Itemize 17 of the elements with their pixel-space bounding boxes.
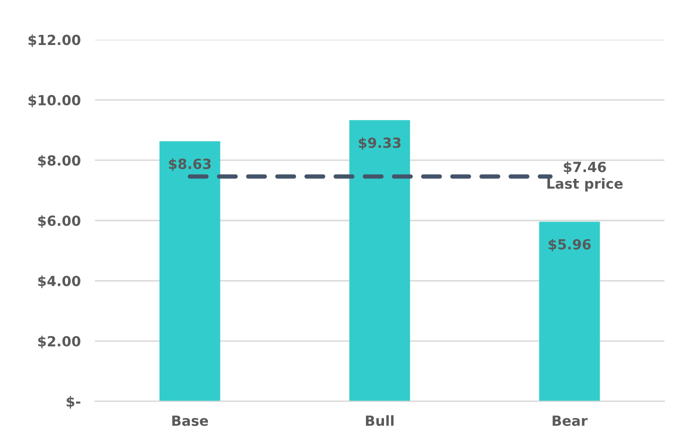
y-tick-label: $6.00 [38, 215, 80, 228]
ref-line-label: $7.46 Last price [547, 161, 623, 192]
y-tick-label: $8.00 [38, 154, 80, 168]
data-label: $8.63 [168, 158, 211, 171]
y-tick-label: $- [66, 396, 80, 409]
x-tick-label: Base [172, 416, 208, 426]
data-label: $9.33 [358, 137, 401, 150]
bar [539, 222, 600, 402]
bar [159, 141, 220, 402]
x-tick-label: Bull [366, 415, 394, 426]
y-tick-label: $4.00 [38, 275, 80, 288]
data-label: $5.96 [548, 238, 591, 252]
y-tick-label: $10.00 [28, 94, 80, 108]
x-tick-label: Bear [552, 416, 588, 426]
bar [349, 120, 410, 402]
y-tick-label: $2.00 [38, 336, 80, 348]
y-tick-label: $12.00 [28, 34, 80, 48]
